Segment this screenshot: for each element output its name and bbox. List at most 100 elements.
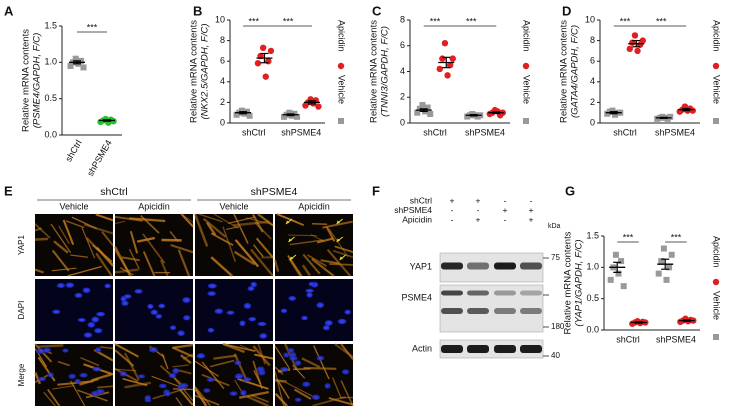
cell-fiber — [312, 396, 346, 407]
cell-fiber — [136, 236, 155, 243]
condition-label: Vehicle — [59, 201, 88, 211]
significance-label: *** — [283, 16, 294, 26]
micrograph — [195, 279, 273, 341]
cell-fiber — [303, 366, 337, 370]
legend-label: Vehicle — [337, 75, 347, 104]
cell-fiber — [121, 256, 140, 262]
condition-sign: - — [530, 195, 533, 205]
cell-fiber — [71, 216, 98, 230]
y-tick-label: 4 — [400, 66, 405, 76]
band-label: Actin — [412, 343, 432, 353]
cell-fiber — [332, 377, 342, 399]
cell-fiber — [95, 213, 114, 222]
condition-label: Apicidin — [402, 214, 432, 224]
legend-label: Apicidin — [337, 20, 347, 52]
nucleus — [256, 366, 265, 373]
cell-fiber — [328, 397, 354, 406]
cell-fiber — [250, 394, 269, 403]
legend-label: Apicidin — [712, 20, 722, 52]
y-tick-label: 6 — [220, 56, 225, 66]
nucleus — [164, 391, 171, 397]
row-label: DAPI — [17, 301, 26, 320]
data-point — [424, 104, 431, 111]
condition-sign: - — [477, 205, 480, 215]
nucleus — [316, 302, 325, 309]
y-tick-label: 6 — [590, 56, 595, 66]
cell-fiber — [307, 254, 327, 267]
data-point — [238, 107, 245, 114]
cell-fiber — [70, 254, 89, 258]
condition-label: Vehicle — [219, 201, 248, 211]
y-tick-label: 1.0 — [44, 57, 57, 67]
cell-fiber — [328, 228, 349, 258]
nucleus — [137, 374, 146, 379]
cell-fiber — [301, 264, 311, 277]
cell-fiber — [119, 267, 134, 276]
cell-fiber — [251, 213, 264, 233]
y-tick-label: 0 — [590, 117, 595, 127]
x-tick-label: shCtrl — [613, 127, 637, 137]
data-point — [72, 55, 79, 62]
band — [494, 345, 516, 353]
panel-letter: G — [565, 183, 575, 198]
nucleus — [294, 360, 302, 366]
legend-label: Vehicle — [712, 75, 722, 104]
x-tick-label: shPSME4 — [281, 127, 321, 137]
y-axis-label: (NKX2.5/GAPDH, F/C) — [200, 23, 211, 119]
cell-fiber — [289, 239, 324, 246]
data-point — [689, 107, 696, 114]
y-tick-label: 4 — [590, 76, 595, 86]
y-tick-label: 0.0 — [586, 324, 599, 334]
y-tick-label: 8 — [400, 14, 405, 24]
condition-label: Apicidin — [138, 201, 170, 211]
cell-fiber — [325, 226, 336, 242]
y-axis-label: (YAP1/GAPDH, F/C) — [574, 239, 585, 326]
significance-label: *** — [623, 232, 634, 242]
legend-marker — [712, 278, 720, 286]
cell-fiber — [334, 245, 354, 253]
nucleus — [305, 288, 314, 293]
cell-fiber — [237, 377, 269, 390]
panel-letter: E — [4, 183, 13, 198]
nucleus — [301, 315, 308, 321]
condition-sign: - — [451, 214, 454, 224]
cell-fiber — [245, 217, 274, 226]
data-point — [655, 270, 662, 277]
y-axis-label: Relative mRNA contents — [369, 20, 380, 123]
cell-fiber — [302, 253, 321, 275]
significance-label: *** — [671, 232, 682, 242]
cell-fiber — [177, 249, 191, 277]
nucleus — [206, 377, 215, 382]
nucleus — [65, 282, 75, 288]
cell-fiber — [57, 380, 94, 386]
cell-fiber — [180, 354, 192, 365]
cell-fiber — [124, 381, 152, 389]
nucleus — [341, 369, 350, 375]
band — [467, 345, 489, 353]
nucleus — [168, 373, 177, 379]
nucleus — [259, 333, 268, 339]
cell-fiber — [213, 354, 237, 360]
significance-label: *** — [87, 22, 98, 32]
blot-strip — [439, 339, 544, 359]
micrograph — [275, 279, 353, 341]
nucleus — [207, 283, 217, 289]
cell-fiber — [114, 215, 143, 222]
cell-fiber — [225, 226, 240, 231]
nucleus — [155, 314, 163, 319]
cell-fiber — [34, 237, 49, 241]
nucleus — [94, 328, 103, 334]
data-point — [660, 245, 667, 252]
condition-sign: + — [476, 195, 481, 205]
nucleus — [52, 309, 61, 314]
cell-fiber — [62, 219, 75, 246]
y-tick-label: 10 — [585, 14, 595, 24]
cell-fiber — [233, 353, 248, 382]
y-tick-label: 1.5 — [586, 230, 599, 240]
data-point — [618, 258, 625, 265]
y-tick-label: 4 — [220, 76, 225, 86]
cell-fiber — [194, 360, 219, 377]
cell-fiber — [293, 388, 312, 400]
data-point — [315, 103, 322, 110]
cell-fiber — [160, 259, 169, 277]
